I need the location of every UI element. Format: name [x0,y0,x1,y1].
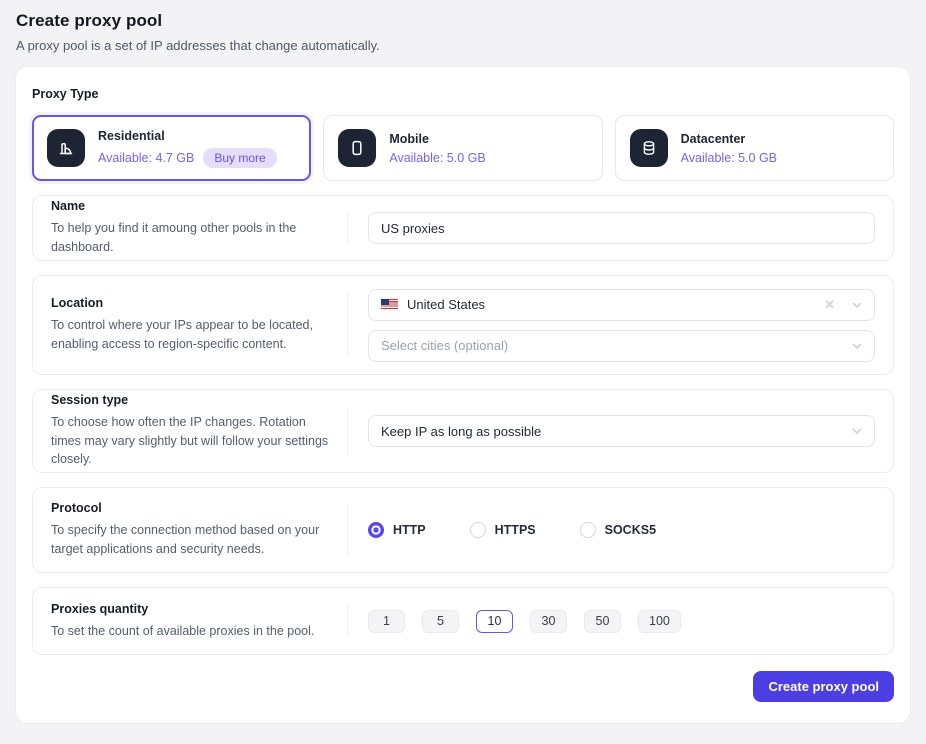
create-proxy-pool-button[interactable]: Create proxy pool [753,671,894,702]
buy-more-badge[interactable]: Buy more [203,147,277,168]
section-title: Location [51,296,104,311]
session-type-select[interactable]: Keep IP as long as possible [368,415,875,447]
section-proxies-quantity: Proxies quantity To set the count of ava… [32,587,894,655]
proxy-type-card-text: Datacenter Available: 5.0 GB [681,132,777,165]
section-description: To set the count of available proxies in… [51,623,315,638]
section-name-fields [348,212,875,244]
proxy-type-card-text: Residential Available: 4.7 GB Buy more [98,129,277,168]
section-quantity-fields: 1 5 10 30 50 100 [348,609,875,633]
quantity-button-1[interactable]: 1 [368,609,405,633]
section-name-info: Name To help you find it amoung other po… [51,199,347,257]
us-flag-icon [381,299,398,310]
section-title: Name [51,199,86,214]
radio-selected-icon [368,522,384,538]
section-quantity-info: Proxies quantity To set the count of ava… [51,602,347,641]
proxy-type-card-datacenter[interactable]: Datacenter Available: 5.0 GB [614,115,894,181]
quantity-button-50[interactable]: 50 [584,609,621,633]
session-type-value: Keep IP as long as possible [381,423,542,439]
divider [347,293,348,357]
quantity-button-group: 1 5 10 30 50 100 [368,609,875,633]
page-subtitle: A proxy pool is a set of IP addresses th… [16,38,380,53]
radio-http[interactable]: HTTP [368,522,426,538]
clear-icon[interactable]: ✕ [824,297,835,312]
divider [347,505,348,555]
cities-select-placeholder: Select cities (optional) [381,338,509,353]
section-protocol-info: Protocol To specify the connection metho… [51,501,347,559]
divider [347,605,348,637]
database-icon [629,129,668,167]
create-proxy-pool-form: Proxy Type Residential Available: 4.7 GB… [16,67,910,723]
proxy-type-card-residential[interactable]: Residential Available: 4.7 GB Buy more [32,115,312,181]
country-select[interactable]: United States ✕ [368,288,875,321]
quantity-button-5[interactable]: 5 [422,609,459,633]
proxy-type-card-mobile[interactable]: Mobile Available: 5.0 GB [323,115,603,181]
page-title: Create proxy pool [16,11,163,30]
form-footer: Create proxy pool [32,671,894,702]
proxy-type-name: Residential [98,128,165,143]
cities-select[interactable]: Select cities (optional) [368,329,875,362]
country-select-value: United States [407,297,486,312]
section-session-fields: Keep IP as long as possible [348,415,875,447]
protocol-radio-group: HTTP HTTPS SOCKS5 [368,522,875,538]
quantity-button-30[interactable]: 30 [530,609,567,633]
proxy-type-label: Proxy Type [32,87,99,101]
section-session-info: Session type To choose how often the IP … [51,393,347,469]
section-title: Protocol [51,501,102,516]
section-description: To control where your IPs appear to be l… [51,318,313,351]
quantity-button-10[interactable]: 10 [476,609,513,633]
chevron-down-icon[interactable] [851,340,863,352]
building-icon [47,129,85,167]
pool-name-input[interactable] [368,212,875,244]
quantity-button-100[interactable]: 100 [638,609,681,633]
section-description: To specify the connection method based o… [51,523,320,556]
smartphone-icon [338,129,377,167]
radio-unselected-icon [579,522,596,538]
divider [347,407,348,455]
proxy-type-available: Available: 4.7 GB Buy more [98,147,277,168]
section-description: To choose how often the IP changes. Rota… [51,414,329,467]
proxy-type-options: Residential Available: 4.7 GB Buy more M… [32,115,894,181]
chevron-down-icon[interactable] [851,299,863,311]
page-header: Create proxy pool A proxy pool is a set … [0,0,926,67]
section-description: To help you find it amoung other pools i… [51,221,297,254]
radio-https[interactable]: HTTPS [469,522,536,538]
section-title: Proxies quantity [51,601,149,616]
section-name: Name To help you find it amoung other po… [32,195,894,261]
section-session-type: Session type To choose how often the IP … [32,389,894,473]
radio-unselected-icon [469,522,486,538]
proxy-type-available: Available: 5.0 GB [680,150,778,165]
section-protocol: Protocol To specify the connection metho… [32,487,894,573]
section-location: Location To control where your IPs appea… [32,275,894,375]
section-location-fields: United States ✕ Select cities (optional) [348,288,875,362]
proxy-type-name: Datacenter [680,131,746,146]
proxy-type-available: Available: 5.0 GB [389,150,486,165]
chevron-down-icon[interactable] [851,425,863,437]
proxy-type-name: Mobile [389,131,429,146]
section-location-info: Location To control where your IPs appea… [51,296,347,354]
radio-socks5[interactable]: SOCKS5 [579,522,656,538]
divider [347,213,348,243]
proxy-type-card-text: Mobile Available: 5.0 GB [389,132,485,165]
section-protocol-fields: HTTP HTTPS SOCKS5 [348,522,875,538]
section-title: Session type [51,392,129,407]
